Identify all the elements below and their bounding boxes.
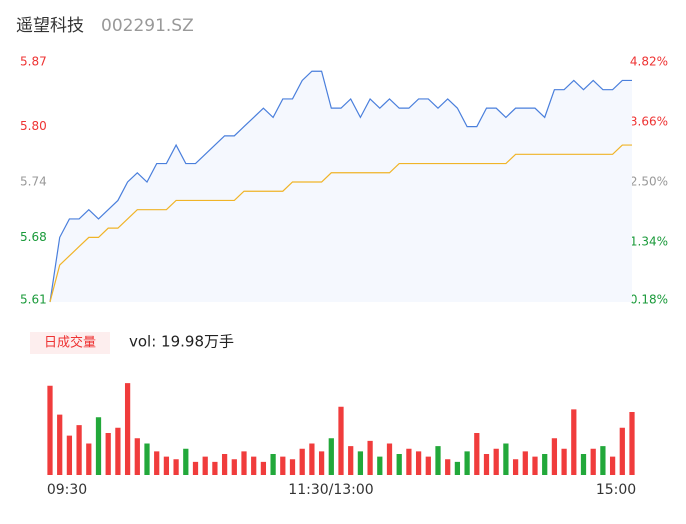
volume-bar — [173, 459, 179, 475]
volume-bar — [338, 406, 344, 475]
volume-bar — [115, 427, 121, 475]
average-line — [49, 144, 632, 303]
volume-bar — [493, 448, 499, 475]
stock-name: 遥望科技 — [16, 16, 84, 36]
x-tick-label: 09:30 — [47, 482, 87, 498]
volume-bar — [47, 385, 53, 475]
volume-bar — [241, 451, 247, 475]
y-tick-label: 5.87 — [20, 55, 47, 69]
y2-tick-label: 0.18% — [630, 293, 668, 307]
volume-bar — [377, 456, 383, 475]
volume-tag-bg — [30, 332, 110, 354]
volume-bar — [270, 454, 276, 475]
y2-tick-label: 1.34% — [630, 235, 668, 249]
volume-bar — [367, 440, 373, 475]
volume-bar — [66, 435, 73, 475]
y-tick-label: 5.80 — [20, 119, 47, 133]
y-tick-label: 5.61 — [20, 293, 47, 307]
stock-code: 002291.SZ — [101, 16, 194, 36]
volume-bar — [464, 451, 470, 475]
volume-bar — [406, 448, 412, 475]
volume-bar — [105, 433, 111, 475]
volume-bar — [328, 438, 334, 475]
volume-bar — [318, 451, 325, 475]
volume-bar — [95, 417, 102, 475]
volume-bar — [57, 414, 63, 475]
y2-tick-label: 4.82% — [630, 55, 668, 69]
volume-bar — [415, 451, 422, 475]
x-tick-label: 15:00 — [596, 482, 636, 498]
volume-bar — [542, 454, 548, 475]
volume-bar — [76, 425, 82, 475]
volume-bar — [134, 438, 140, 475]
volume-bar — [512, 459, 519, 475]
volume-tag: 日成交量 — [44, 335, 96, 351]
y-tick-label: 5.74 — [20, 175, 47, 189]
volume-bar — [183, 448, 189, 475]
volume-bar — [124, 383, 131, 475]
volume-bar — [251, 456, 257, 475]
volume-label: vol: 19.98万手 — [129, 333, 234, 351]
y2-tick-label: 3.66% — [630, 115, 668, 129]
volume-bar — [609, 456, 616, 475]
price-area — [50, 71, 632, 302]
volume-bar — [299, 448, 305, 475]
volume-bar — [192, 461, 199, 475]
volume-bar — [221, 454, 228, 475]
volume-bar — [503, 443, 509, 475]
volume-bar — [289, 459, 296, 475]
volume-bar — [396, 454, 402, 475]
price-line — [49, 70, 632, 303]
volume-bar — [202, 456, 208, 475]
volume-bar — [590, 448, 596, 475]
volume-bar — [580, 454, 587, 475]
volume-bar — [386, 443, 393, 475]
volume-bar — [445, 459, 451, 475]
volume-bar — [309, 443, 315, 475]
volume-bar — [454, 461, 461, 475]
y-tick-label: 5.68 — [20, 230, 47, 244]
x-tick-label: 11:30/13:00 — [288, 482, 373, 498]
volume-bar — [483, 454, 490, 475]
volume-bar — [86, 443, 92, 475]
volume-bar — [212, 461, 218, 475]
volume-bar — [561, 448, 567, 475]
volume-bar — [144, 443, 150, 475]
volume-bar — [425, 456, 431, 475]
volume-bar — [348, 446, 354, 475]
volume-bar — [474, 433, 480, 475]
volume-bar — [551, 438, 558, 475]
volume-bar — [571, 409, 577, 475]
volume-bar — [163, 456, 170, 475]
volume-bar — [619, 427, 625, 475]
volume-bar — [154, 451, 160, 475]
volume-bar — [522, 451, 528, 475]
volume-bar — [600, 446, 606, 475]
y2-tick-label: 2.50% — [630, 175, 668, 189]
volume-bar — [260, 461, 267, 475]
volume-bar — [231, 459, 237, 475]
volume-bar — [280, 456, 286, 475]
volume-bar — [532, 456, 538, 475]
volume-bar — [629, 412, 635, 475]
volume-bar — [435, 446, 441, 475]
volume-bar — [357, 451, 364, 475]
